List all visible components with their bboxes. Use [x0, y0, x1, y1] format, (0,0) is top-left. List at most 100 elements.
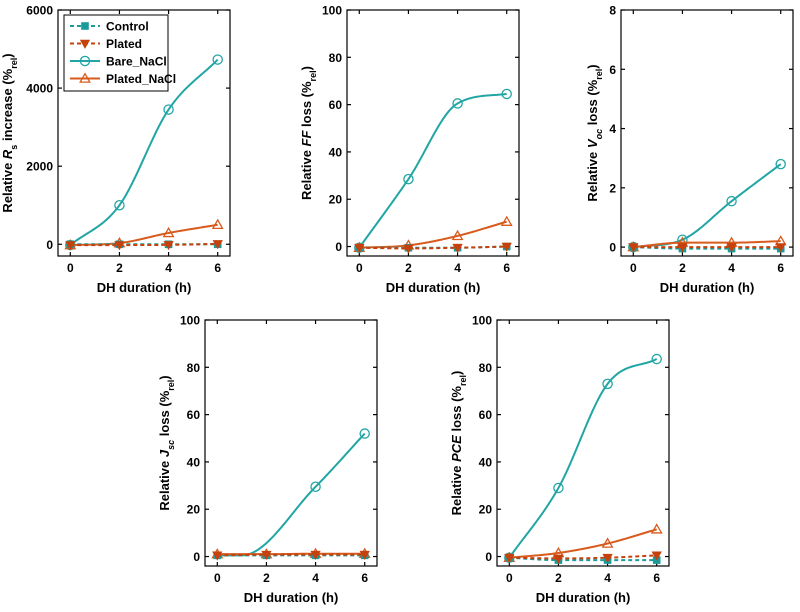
legend-label: Plated_NaCl [106, 72, 176, 86]
data-point [162, 226, 175, 238]
series-line [509, 556, 657, 562]
series-plated-nacl [211, 547, 371, 559]
x-tick-label: 6 [214, 261, 221, 275]
data-point [114, 241, 125, 251]
data-point [651, 353, 662, 365]
data-point [650, 523, 663, 534]
x-tick-label: 4 [728, 261, 735, 275]
data-point [359, 428, 370, 439]
y-tick-label: 20 [187, 503, 201, 517]
series-line [509, 528, 657, 559]
y-tick-label: 100 [472, 314, 492, 328]
plot-frame [346, 9, 520, 257]
data-point [677, 243, 688, 253]
y-axis-label: Relative Voc loss (%rel) [585, 64, 604, 201]
y-tick-label: 40 [187, 455, 201, 469]
y-tick-label: 20 [479, 503, 493, 517]
data-point [602, 553, 613, 564]
legend-entry-control: Control [70, 20, 149, 34]
data-point [775, 243, 786, 253]
data-point [65, 241, 76, 251]
data-point [628, 243, 639, 253]
data-point [775, 158, 786, 170]
data-point [212, 240, 223, 250]
plot-frame [496, 319, 670, 567]
x-axis-label: DH duration (h) [536, 590, 631, 605]
y-tick-label: 100 [180, 314, 200, 328]
legend-marker [79, 55, 91, 67]
x-tick-label: 2 [679, 261, 686, 275]
data-point [163, 104, 174, 115]
y-tick-label: 60 [187, 408, 201, 422]
legend-label: Control [106, 20, 149, 34]
y-tick-label: 6 [609, 63, 616, 77]
x-tick-label: 4 [312, 571, 319, 585]
chart-panel-voc: 0 2 4 6 0 2 4 6 8 DH duration (h) Relative Voc los… [585, 4, 794, 295]
x-tick-label: 4 [454, 261, 461, 275]
y-axis-label: Relative Rs increase (%rel) [0, 53, 19, 212]
legend-label: Plated [106, 37, 142, 51]
x-tick-label: 2 [116, 261, 123, 275]
y-tick-label: 60 [479, 408, 493, 422]
y-tick-label: 2000 [26, 160, 53, 174]
x-tick-label: 2 [263, 571, 270, 585]
plot-frame [620, 9, 794, 257]
y-tick-label: 40 [479, 455, 493, 469]
data-point [211, 218, 224, 230]
y-axis-label: Relative FF loss (%rel) [299, 66, 318, 200]
data-point [601, 537, 614, 548]
series-line [359, 245, 507, 250]
x-tick-label: 2 [405, 261, 412, 275]
chart-panel-rs: 0 2 4 6 0 2000 4000 6000 DH duration (h) Relative… [0, 4, 231, 295]
data-point [504, 553, 515, 564]
y-tick-label: 80 [479, 361, 493, 375]
data-point [500, 215, 513, 226]
series-line [70, 242, 218, 247]
data-point [354, 243, 365, 254]
y-tick-label: 8 [609, 4, 616, 18]
data-point [310, 550, 321, 560]
data-point [310, 481, 321, 493]
series-plated [212, 550, 370, 561]
data-point [602, 378, 613, 390]
x-tick-label: 0 [356, 261, 363, 275]
legend-entry-plated-nacl: Plated_NaCl [70, 72, 176, 86]
data-point [553, 482, 564, 494]
x-axis-label: DH duration (h) [386, 280, 481, 295]
x-tick-label: 4 [604, 571, 611, 585]
y-tick-label: 2 [609, 181, 616, 195]
legend: Control Plated Bare_NaCl Plated_NaCl [63, 14, 176, 92]
y-axis-label: Relative Jsc loss (%rel) [157, 375, 176, 510]
plot-frame [204, 319, 378, 567]
data-point [452, 98, 463, 109]
plot-frame [57, 9, 231, 257]
y-tick-label: 40 [329, 145, 343, 159]
series-line [508, 358, 658, 559]
x-axis-label: DH duration (h) [244, 590, 339, 605]
x-tick-label: 2 [555, 571, 562, 585]
series-line [217, 553, 365, 557]
data-point [114, 199, 125, 211]
legend-label: Bare_NaCl [106, 55, 167, 69]
y-tick-label: 0 [609, 241, 616, 255]
x-tick-label: 0 [67, 261, 74, 275]
data-point [212, 54, 223, 65]
y-tick-label: 4 [609, 122, 616, 136]
data-point [501, 88, 512, 100]
x-tick-label: 0 [630, 261, 637, 275]
series-plated [65, 240, 223, 251]
series-plated [504, 551, 662, 564]
data-point [726, 195, 737, 207]
y-tick-label: 20 [329, 193, 343, 207]
x-tick-label: 0 [214, 571, 221, 585]
series-plated [354, 242, 512, 254]
data-point [726, 243, 737, 253]
series-line [70, 223, 218, 247]
y-tick-label: 80 [187, 361, 201, 375]
x-tick-label: 6 [503, 261, 510, 275]
data-point [403, 173, 414, 185]
series-line [217, 432, 366, 557]
data-point [451, 229, 464, 241]
